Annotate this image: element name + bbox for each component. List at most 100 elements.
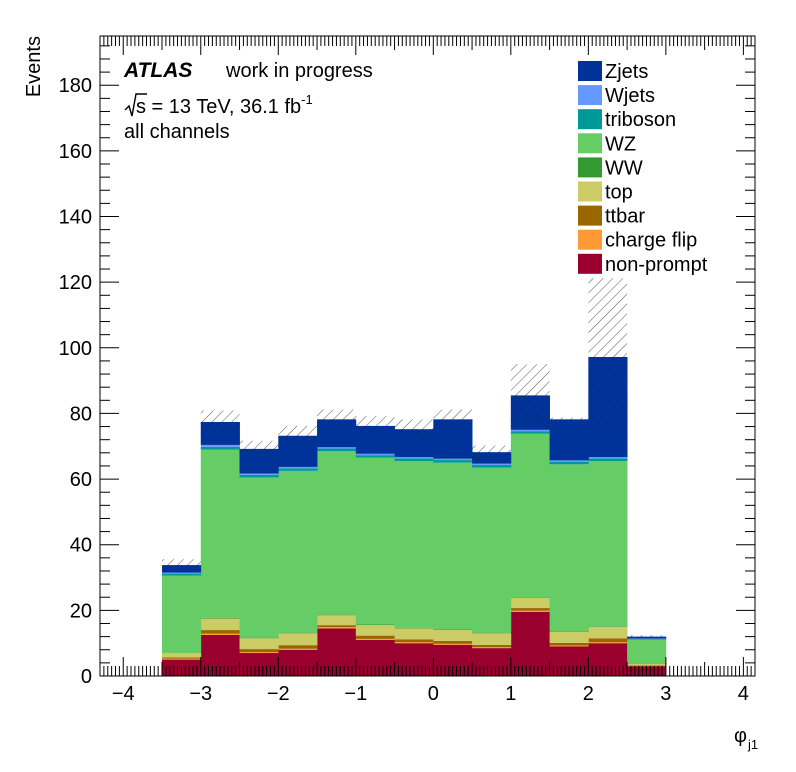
uncertainty-overlay [162,356,666,639]
bar-ttbar [472,644,512,648]
bar-ww [433,629,473,631]
uncertainty-overlay-bin [239,448,279,458]
legend-swatch-ttbar [578,205,602,226]
x-tick-label: 3 [660,683,671,705]
bar-ttbar [433,640,473,644]
bar-charge-flip [472,647,512,649]
bar-top [433,630,473,641]
x-axis-subscript: j1 [747,737,758,752]
x-tick-label: −1 [344,683,367,705]
status-label: work in progress [225,60,373,82]
plot-annotation: ATLAS work in progress s = 13 TeV, 36.1 … [123,59,373,143]
bar-triboson [162,573,202,576]
legend-label-ttbar: ttbar [605,206,645,228]
legend-swatch-charge-flip [578,229,602,250]
bar-charge-flip [162,658,202,660]
uncertainty-overlay-bin [317,419,356,430]
plot-frame [99,35,756,677]
bar-wjets [355,453,395,456]
x-tick-label: 0 [428,683,439,705]
uncertainty-overlay-bin [627,636,666,639]
uncertainty-overlay-bin [394,429,434,440]
y-tick-label: 80 [70,403,92,425]
bar-triboson [355,455,395,458]
legend-label-top: top [605,182,633,204]
sqrt-symbol [124,93,147,117]
bar-ttbar [355,635,395,639]
bar-wz [355,457,395,625]
bar-ww [317,614,357,616]
x-axis-title: φj1 [734,725,758,752]
bar-triboson [278,468,318,471]
bar-ttbar [549,642,589,646]
bar-ttbar [278,645,318,649]
bar-ttbar [317,625,357,628]
bar-ttbar [394,639,434,643]
uncertainty-overlay-bin [355,425,395,436]
bar-top [278,633,318,646]
bar-ttbar [627,665,667,666]
bar-ww [200,617,240,619]
bar-triboson [433,460,473,463]
uncertainty-overlay-bin [588,356,628,436]
bar-ttbar [588,638,628,643]
y-tick-label: 0 [81,666,92,688]
bar-wjets [278,466,318,469]
bar-ttbar [239,649,279,653]
bar-top [239,638,279,650]
bar-ww [549,631,589,632]
legend-label-triboson: triboson [605,109,676,131]
legend-swatch-top [578,181,602,202]
bar-wjets [549,460,589,462]
bar-charge-flip [239,652,279,654]
bar-charge-flip [433,643,473,645]
bar-wjets [239,473,279,475]
bar-triboson [394,458,434,462]
legend-label-zjets: Zjets [605,61,648,83]
legend-swatch-wz [578,133,602,154]
uncertainty-overlay-bin [200,421,240,434]
y-axis-title: Events [23,36,45,97]
energy-label: s = 13 TeV, 36.1 fb-1 [136,92,313,118]
uncertainty-overlay-bin [510,395,550,427]
bar-non-prompt [510,612,550,676]
bar-wz [317,451,357,615]
bar-wjets [200,444,240,447]
bar-wz [200,449,240,618]
x-tick-label: −2 [267,683,290,705]
bar-charge-flip [278,648,318,650]
uncertainty-overlay-bin [549,419,589,421]
bar-wjets [433,458,473,461]
bar-triboson [627,638,667,640]
bar-charge-flip [394,642,434,644]
bar-ww [510,597,550,598]
bar-ttbar [510,608,550,611]
bar-charge-flip [549,645,589,647]
x-tick-label: −4 [112,683,135,705]
legend-swatch-wjets [578,85,602,106]
bar-top [510,597,550,609]
bar-charge-flip [200,633,240,635]
bar-ww [278,632,318,634]
bar-wz [588,461,628,627]
bar-top [549,631,589,643]
bar-wz [239,477,279,638]
bar-triboson [549,461,589,465]
bar-ww [239,637,279,639]
bar-ww [355,624,395,626]
legend-label-wz: WZ [605,133,636,155]
legend-swatch-zjets [578,61,602,81]
bar-charge-flip [510,610,550,612]
y-tick-label: 20 [70,600,92,622]
bar-triboson [200,446,240,450]
bar-top [162,653,202,658]
channel-label: all channels [124,121,230,143]
legend-label-non-prompt: non-prompt [605,254,708,276]
bar-charge-flip [355,638,395,640]
bar-ttbar [200,630,240,634]
uncertainty-overlay-bin [433,419,473,430]
axis-ticks [99,36,756,677]
legend-swatch-ww [578,157,602,178]
